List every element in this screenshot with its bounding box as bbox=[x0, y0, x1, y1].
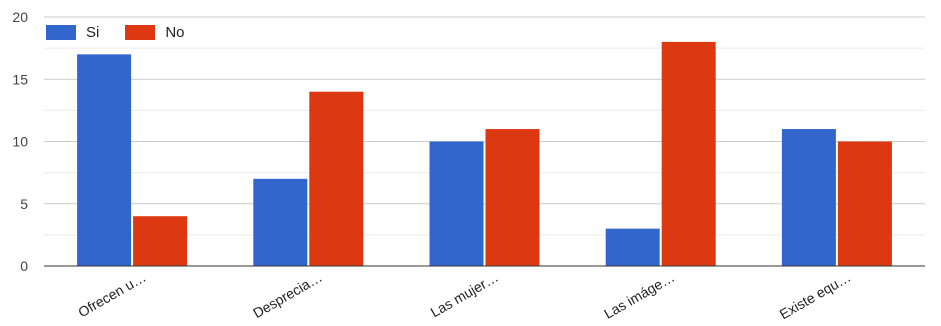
bar-si-2[interactable] bbox=[429, 141, 484, 267]
y-tick-label: 20 bbox=[12, 9, 28, 25]
bar-si-0[interactable] bbox=[77, 54, 132, 266]
legend-label-si: Si bbox=[86, 24, 100, 41]
x-tick-label: Existe equ… bbox=[777, 269, 854, 323]
x-tick-label: Las mujer… bbox=[428, 269, 501, 321]
x-tick-label: Ofrecen u… bbox=[75, 269, 148, 321]
bar-si-3[interactable] bbox=[605, 228, 660, 266]
bar-no-0[interactable] bbox=[133, 216, 188, 266]
legend-item-si[interactable]: Si bbox=[46, 24, 99, 41]
y-tick-label: 10 bbox=[12, 134, 28, 150]
y-tick-label: 0 bbox=[20, 258, 28, 274]
bar-si-4[interactable] bbox=[781, 129, 836, 266]
legend-label-no: No bbox=[165, 24, 185, 41]
bar-no-3[interactable] bbox=[661, 41, 716, 267]
legend-swatch-no bbox=[125, 25, 156, 40]
legend-swatch-si bbox=[46, 25, 76, 40]
y-tick-label: 5 bbox=[20, 196, 28, 212]
x-tick-label: Desprecia… bbox=[250, 269, 325, 321]
bar-si-1[interactable] bbox=[253, 178, 308, 266]
x-tick-label: Las imáge… bbox=[601, 269, 677, 322]
bar-no-2[interactable] bbox=[485, 129, 540, 266]
legend-item-no[interactable]: No bbox=[125, 24, 185, 41]
y-tick-label: 15 bbox=[12, 71, 28, 87]
bar-no-1[interactable] bbox=[309, 91, 364, 266]
bar-no-4[interactable] bbox=[837, 141, 892, 267]
legend: Si No bbox=[46, 24, 211, 41]
